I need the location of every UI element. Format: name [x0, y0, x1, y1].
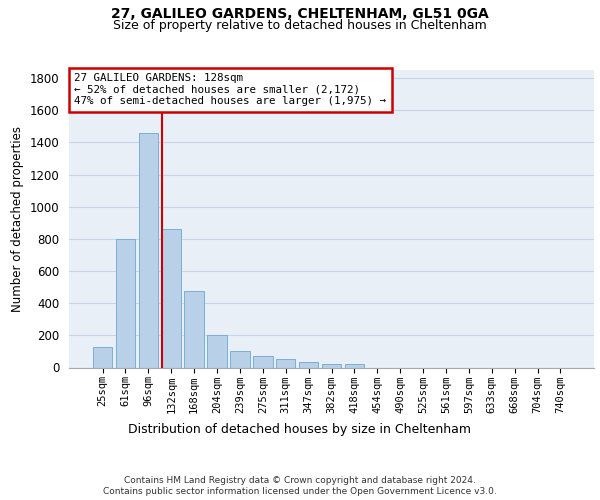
Bar: [230, 350, 250, 368]
Bar: [184, 291, 204, 368]
Text: Distribution of detached houses by size in Cheltenham: Distribution of detached houses by size …: [128, 422, 472, 436]
Text: Contains public sector information licensed under the Open Government Licence v3: Contains public sector information licen…: [103, 488, 497, 496]
Bar: [322, 364, 341, 368]
Text: Contains HM Land Registry data © Crown copyright and database right 2024.: Contains HM Land Registry data © Crown c…: [124, 476, 476, 485]
Bar: [253, 356, 272, 368]
Text: 27 GALILEO GARDENS: 128sqm
← 52% of detached houses are smaller (2,172)
47% of s: 27 GALILEO GARDENS: 128sqm ← 52% of deta…: [74, 73, 386, 106]
Bar: [93, 348, 112, 368]
Bar: [344, 364, 364, 368]
Text: 27, GALILEO GARDENS, CHELTENHAM, GL51 0GA: 27, GALILEO GARDENS, CHELTENHAM, GL51 0G…: [111, 8, 489, 22]
Text: Size of property relative to detached houses in Cheltenham: Size of property relative to detached ho…: [113, 19, 487, 32]
Bar: [139, 132, 158, 368]
Bar: [161, 229, 181, 368]
Bar: [299, 362, 319, 368]
Bar: [276, 360, 295, 368]
Bar: [208, 336, 227, 368]
Y-axis label: Number of detached properties: Number of detached properties: [11, 126, 24, 312]
Bar: [116, 239, 135, 368]
